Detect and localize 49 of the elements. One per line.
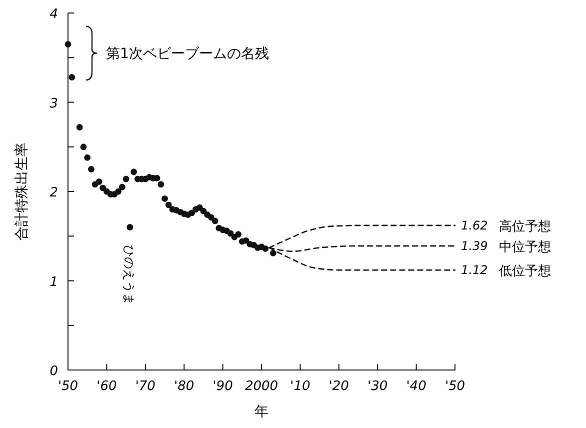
annotation: ひのえうま — [122, 245, 136, 306]
point — [96, 178, 102, 185]
y-tick-label: 0 — [50, 364, 58, 379]
point — [76, 124, 83, 130]
point — [115, 188, 122, 195]
y-tick-label: 3 — [50, 96, 58, 112]
point — [188, 210, 196, 216]
text: 低位予想 — [499, 264, 551, 280]
point — [88, 166, 94, 172]
data-label: 1.12 — [461, 263, 488, 278]
x-tick-label: '50 — [58, 379, 78, 394]
x-tick-label: '40 — [406, 379, 426, 394]
point — [130, 168, 137, 176]
point — [126, 224, 134, 230]
point — [162, 195, 168, 202]
x-tick-label: '80 — [174, 379, 194, 394]
point — [100, 184, 106, 192]
point — [64, 41, 72, 48]
point — [68, 74, 76, 80]
point — [118, 184, 126, 190]
x-axis-title: 年 — [254, 404, 268, 420]
x-tick-label: '50 — [444, 379, 466, 394]
x-tick-label: '90 — [212, 379, 233, 394]
point — [235, 231, 242, 238]
data-label: 1.62 — [461, 218, 488, 232]
x-tick-label: '60 — [96, 379, 117, 394]
text: 中位予想 — [499, 240, 551, 255]
y-axis-title: 合計特殊出生率 — [14, 142, 30, 240]
point — [262, 245, 269, 252]
point — [165, 202, 172, 208]
point — [158, 181, 164, 188]
point — [208, 214, 214, 221]
x-tick-label: '30 — [368, 379, 388, 394]
x-tick-label: 2000 — [244, 379, 278, 394]
point — [212, 218, 218, 224]
point — [270, 250, 276, 256]
annotation: 第1次ベビーブームの名残 — [106, 46, 269, 62]
text: 高位予想 — [499, 218, 551, 234]
x-tick-label: '20 — [328, 379, 349, 394]
y-tick-label: 1 — [50, 274, 58, 290]
point — [84, 154, 91, 161]
point — [200, 208, 207, 214]
x-tick-label: '10 — [290, 379, 310, 394]
point — [80, 144, 87, 150]
point — [122, 176, 130, 182]
x-tick-label: '70 — [135, 379, 156, 394]
y-tick-label: 2 — [50, 186, 58, 200]
data-label: 1.39 — [461, 238, 488, 253]
y-tick-label: 4 — [50, 7, 58, 22]
